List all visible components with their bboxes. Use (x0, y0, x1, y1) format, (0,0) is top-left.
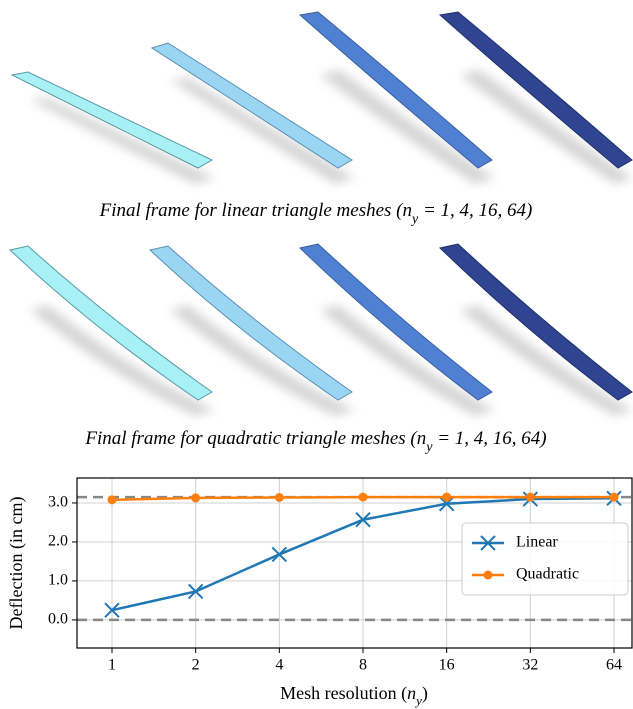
caption-var: n (403, 200, 413, 221)
linear-renders (12, 12, 633, 184)
x-label-text: ) (422, 683, 428, 704)
x-tick-label: 4 (275, 657, 283, 674)
legend-label: Quadratic (516, 566, 579, 583)
marker (610, 493, 619, 502)
x-tick-label: 64 (606, 657, 622, 674)
y-axis-label: Deflection (in cm) (6, 497, 27, 630)
x-tick-label: 1 (108, 657, 116, 674)
y-tick-label: 1.0 (48, 572, 68, 589)
y-tick-label: 2.0 (48, 533, 68, 550)
caption-text: = 1, 4, 16, 64) (432, 428, 546, 449)
marker (526, 493, 535, 502)
marker (108, 495, 117, 504)
x-label-var: n (407, 683, 416, 703)
x-tick-label: 16 (439, 657, 455, 674)
quadratic-renders (10, 244, 633, 416)
caption-var: n (417, 428, 427, 449)
legend-label: Linear (516, 534, 558, 551)
marker (275, 493, 284, 502)
x-label-text: Mesh resolution ( (280, 683, 407, 704)
marker (191, 493, 200, 502)
x-axis-label: Mesh resolution (ny) (280, 683, 428, 708)
marker (359, 493, 368, 502)
legend-marker (484, 571, 493, 580)
marker (442, 493, 451, 502)
x-tick-label: 32 (522, 657, 538, 674)
x-tick-label: 8 (359, 657, 367, 674)
x-tick-label: 2 (192, 657, 200, 674)
figure: Final frame for linear triangle meshes (… (0, 0, 633, 709)
caption: Final frame for quadratic triangle meshe… (84, 428, 546, 454)
caption-text: Final frame for quadratic triangle meshe… (84, 428, 418, 449)
y-tick-label: 0.0 (48, 611, 68, 628)
y-tick-label: 3.0 (48, 494, 68, 511)
caption-text: Final frame for linear triangle meshes ( (99, 200, 405, 221)
caption-text: = 1, 4, 16, 64) (418, 200, 532, 221)
caption: Final frame for linear triangle meshes (… (99, 200, 533, 226)
